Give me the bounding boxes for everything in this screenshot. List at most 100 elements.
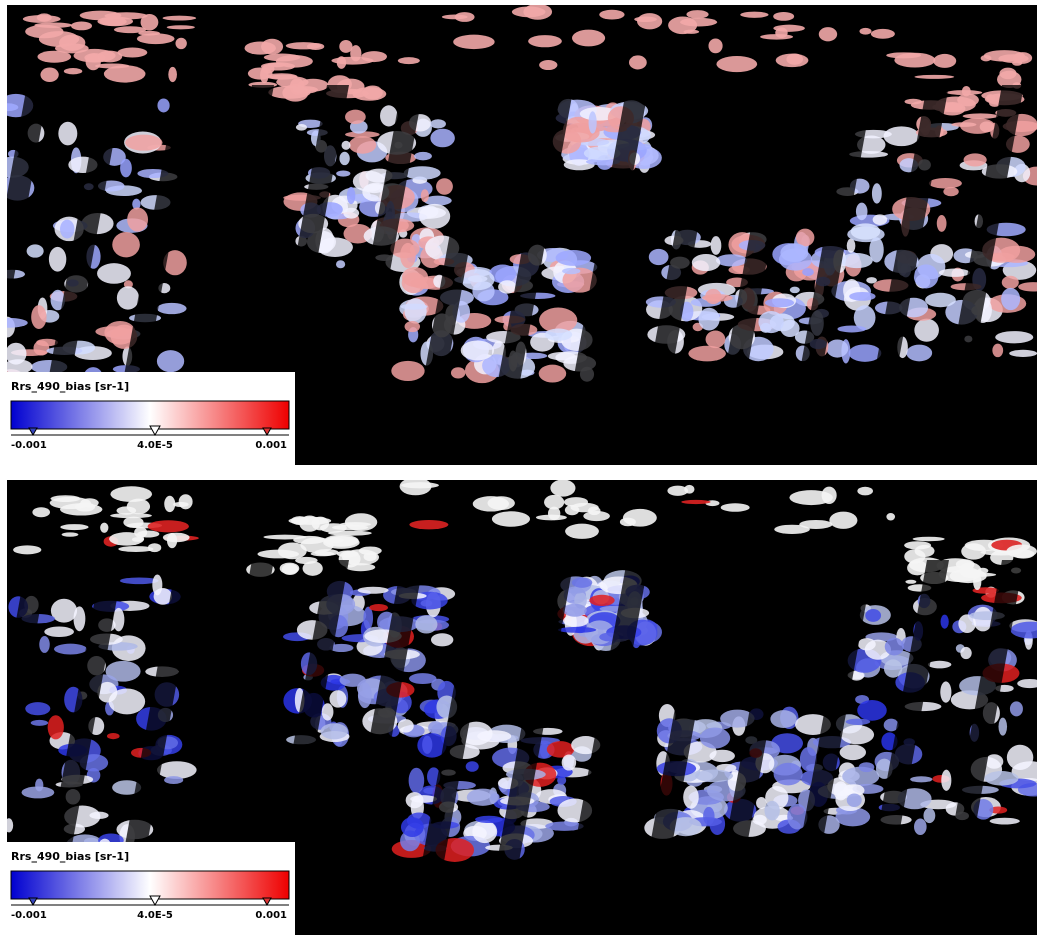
swath [7,318,28,328]
swath [97,263,131,284]
swath [859,28,871,35]
swath [148,543,161,552]
swath [391,361,424,381]
swath [572,577,592,588]
swath [419,204,450,229]
swath [303,561,323,576]
swath [715,560,799,900]
swath [100,523,108,533]
swath [311,551,335,556]
swath [819,27,837,41]
swath [400,243,416,268]
swath [358,587,389,594]
swath [13,545,41,554]
swath [163,16,197,21]
swath [905,580,916,584]
swath [157,350,184,372]
swath [475,816,503,823]
swath [721,503,750,511]
swath [837,326,866,333]
swath [629,55,647,69]
swath [562,754,576,770]
swath [48,715,64,739]
swath [363,607,373,630]
colorbar: -0.001 4.0E-5 0.001 [7,868,295,934]
swath [157,303,187,314]
swath [123,517,143,528]
swath [350,45,361,61]
swath [127,499,150,515]
swath [25,702,50,715]
swath [404,166,441,179]
swath [937,215,947,232]
swath [758,311,783,333]
swath [599,10,624,20]
swath [27,244,44,257]
swath [345,110,366,124]
swath [905,99,922,105]
swath [941,770,951,791]
swath [358,682,372,708]
swath [765,298,794,307]
swath [398,57,420,64]
swath [361,51,387,62]
swath [894,53,935,68]
swath [107,733,120,739]
swath [851,223,881,239]
swath [157,99,169,113]
swath [829,512,857,529]
swath [688,346,726,362]
swath [414,152,432,160]
swath [1013,52,1032,64]
swath [117,286,139,309]
swath [245,41,276,54]
legend-tick: -0.001 [11,910,47,921]
legend-tick: 4.0E-5 [137,910,173,921]
swath [841,253,873,268]
swath [923,808,935,823]
swath [683,786,699,809]
swath [329,690,346,707]
swath [873,214,888,225]
swath [49,247,66,272]
swath [849,344,882,361]
swath [914,75,954,79]
swath [857,700,887,721]
swath [409,768,425,794]
swath [1018,282,1037,291]
swath [401,817,424,837]
swath [856,203,868,221]
swath [380,105,397,126]
swath [978,568,989,574]
swath [352,87,386,101]
swath [565,524,599,539]
swath [31,720,48,726]
swath [548,507,560,521]
swath [698,308,719,331]
swath [512,7,546,18]
swath [44,627,74,637]
swath [692,254,720,271]
swath [436,178,453,194]
swath [321,723,348,739]
swath [790,287,800,293]
swath [1006,545,1037,558]
swath [849,292,875,301]
swath [466,761,479,772]
swath [369,604,388,611]
colorbar-gradient [11,401,289,429]
swath [884,659,902,677]
slider [150,896,160,905]
swath [562,268,580,274]
swath [1007,745,1033,770]
legend-tick: 0.001 [255,910,287,921]
swath [492,511,530,526]
swath [702,294,733,302]
swath [708,39,722,54]
swath [940,681,951,702]
legend-tick: -0.001 [11,440,47,451]
swath [39,636,49,653]
swath [110,486,152,502]
swath [55,43,89,53]
swath [299,516,320,532]
